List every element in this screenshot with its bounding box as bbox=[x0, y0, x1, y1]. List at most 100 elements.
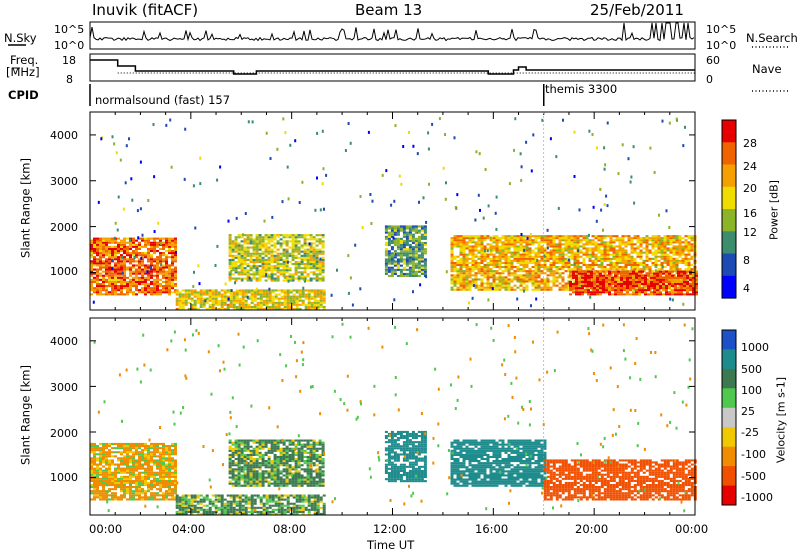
power-cell bbox=[312, 277, 316, 280]
power-cell bbox=[102, 283, 105, 286]
power-cell bbox=[159, 247, 162, 250]
power-cell bbox=[423, 233, 427, 236]
power-cell bbox=[575, 293, 578, 296]
power-cell bbox=[591, 266, 595, 269]
power-cell bbox=[417, 258, 421, 261]
power-cell bbox=[307, 289, 311, 292]
power-cell bbox=[414, 241, 418, 244]
power-cell bbox=[585, 255, 589, 258]
power-cell bbox=[234, 242, 238, 245]
power-cell bbox=[519, 268, 523, 271]
power-cell bbox=[453, 268, 457, 271]
power-cell bbox=[555, 268, 559, 271]
power-cell bbox=[582, 259, 586, 262]
power-cell bbox=[590, 287, 593, 290]
power-cell bbox=[285, 248, 289, 251]
power-cell bbox=[267, 248, 271, 251]
power-cell bbox=[399, 250, 403, 253]
power-cell bbox=[522, 261, 526, 264]
power-cell bbox=[573, 237, 577, 240]
power-cell bbox=[516, 245, 520, 248]
power-cell bbox=[304, 289, 308, 292]
power-cell bbox=[246, 273, 250, 276]
power-cell bbox=[578, 293, 581, 296]
power-cell bbox=[665, 293, 668, 296]
power-cell bbox=[316, 295, 320, 298]
power-cell bbox=[240, 269, 244, 272]
power-cell bbox=[453, 274, 457, 277]
velocity-cell bbox=[99, 467, 102, 470]
power-cell bbox=[453, 257, 457, 260]
power-cell bbox=[651, 243, 655, 246]
power-cell bbox=[120, 268, 123, 271]
power-cell bbox=[168, 276, 171, 279]
power-cell bbox=[301, 289, 305, 292]
power-cell bbox=[519, 241, 523, 244]
power-cell bbox=[108, 258, 111, 261]
power-cell bbox=[306, 258, 310, 261]
power-cell bbox=[690, 255, 694, 258]
power-cell bbox=[525, 278, 529, 281]
power-cell bbox=[483, 237, 487, 240]
power-cell bbox=[264, 263, 268, 266]
power-cell bbox=[405, 258, 409, 261]
power-cell bbox=[575, 287, 578, 290]
power-cell bbox=[111, 241, 114, 244]
power-cell bbox=[474, 249, 478, 252]
power-cell bbox=[687, 261, 691, 264]
power-cell bbox=[507, 255, 511, 258]
power-cell bbox=[504, 237, 508, 240]
power-cell bbox=[570, 247, 574, 250]
power-cell bbox=[629, 293, 632, 296]
power-cell bbox=[627, 235, 631, 238]
power-cell bbox=[105, 287, 108, 290]
velocity-cell bbox=[99, 455, 102, 458]
power-cell bbox=[623, 293, 626, 296]
power-cell bbox=[653, 293, 656, 296]
power-cell bbox=[259, 303, 263, 306]
power-cell bbox=[117, 270, 120, 273]
power-cell bbox=[590, 285, 593, 288]
power-speckle bbox=[475, 150, 478, 154]
power-speckle bbox=[241, 278, 244, 282]
power-cell bbox=[591, 249, 595, 252]
power-cell bbox=[612, 257, 616, 260]
power-cell bbox=[507, 249, 511, 252]
power-cell bbox=[597, 243, 601, 246]
power-cell bbox=[312, 254, 316, 257]
power-speckle bbox=[146, 270, 149, 274]
velocity-cell bbox=[105, 471, 108, 474]
power-cell bbox=[599, 270, 602, 273]
power-cell bbox=[108, 272, 111, 275]
power-cell bbox=[632, 274, 635, 277]
power-cell bbox=[303, 234, 307, 237]
power-cell bbox=[387, 241, 391, 244]
velocity-cell bbox=[111, 461, 114, 464]
power-cell bbox=[307, 293, 311, 296]
power-cell bbox=[123, 237, 126, 240]
power-cell bbox=[258, 252, 262, 255]
power-cell bbox=[540, 245, 544, 248]
power-cell bbox=[279, 263, 283, 266]
power-cell bbox=[537, 235, 541, 238]
power-cell bbox=[318, 234, 322, 237]
power-cell bbox=[156, 270, 159, 273]
power-cell bbox=[174, 260, 177, 263]
power-cell bbox=[93, 250, 96, 253]
power-cell bbox=[220, 289, 224, 292]
power-cell bbox=[593, 270, 596, 273]
power-cell bbox=[193, 301, 197, 304]
power-cell bbox=[414, 266, 418, 269]
power-cell bbox=[648, 270, 652, 273]
power-cell bbox=[596, 289, 599, 292]
power-cell bbox=[677, 276, 680, 279]
power-cell bbox=[208, 291, 212, 294]
power-cell bbox=[114, 241, 117, 244]
power-speckle bbox=[199, 156, 202, 160]
power-cell bbox=[492, 237, 496, 240]
velocity-cell bbox=[126, 481, 129, 484]
power-cell bbox=[244, 291, 248, 294]
velocity-cell bbox=[108, 479, 111, 482]
velocity-cell bbox=[123, 471, 126, 474]
power-cell bbox=[423, 266, 427, 269]
